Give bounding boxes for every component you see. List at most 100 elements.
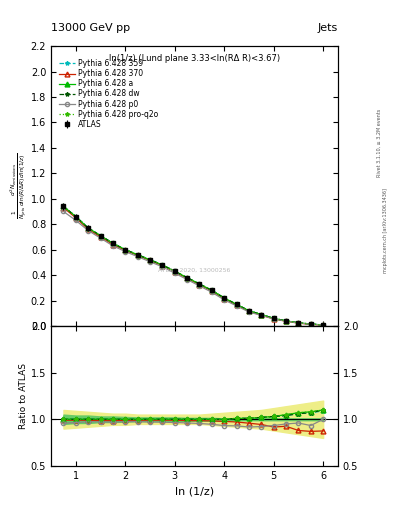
Text: mcplots.cern.ch [arXiv:1306.3436]: mcplots.cern.ch [arXiv:1306.3436] [384, 188, 388, 273]
Pythia 6.428 359 [321, 322, 325, 328]
Line: Pythia 6.428 pro-q2o: Pythia 6.428 pro-q2o [61, 204, 325, 327]
Pythia 6.428 370 [284, 318, 288, 324]
Pythia 6.428 dw [259, 311, 264, 317]
Pythia 6.428 p0 [110, 243, 115, 249]
Pythia 6.428 dw [209, 287, 214, 293]
Pythia 6.428 p0 [73, 217, 78, 223]
Pythia 6.428 359 [98, 232, 103, 239]
Pythia 6.428 370 [148, 258, 152, 264]
Pythia 6.428 359 [271, 315, 276, 322]
Pythia 6.428 p0 [309, 321, 313, 327]
Text: Jets: Jets [318, 23, 338, 33]
Pythia 6.428 a [110, 240, 115, 246]
Pythia 6.428 359 [173, 268, 177, 274]
Pythia 6.428 370 [222, 295, 227, 302]
Pythia 6.428 370 [234, 302, 239, 308]
Pythia 6.428 p0 [160, 264, 165, 270]
Pythia 6.428 370 [309, 321, 313, 327]
Pythia 6.428 dw [321, 322, 325, 328]
Pythia 6.428 p0 [86, 227, 90, 233]
Pythia 6.428 370 [61, 205, 66, 211]
Pythia 6.428 p0 [135, 253, 140, 260]
Pythia 6.428 dw [222, 295, 227, 301]
Pythia 6.428 dw [197, 281, 202, 287]
Pythia 6.428 dw [86, 225, 90, 231]
Pythia 6.428 359 [296, 319, 301, 326]
Pythia 6.428 370 [110, 242, 115, 248]
Pythia 6.428 pro-q2o [284, 318, 288, 324]
Pythia 6.428 dw [284, 318, 288, 324]
Pythia 6.428 pro-q2o [234, 301, 239, 307]
Pythia 6.428 370 [271, 316, 276, 322]
X-axis label: ln (1/z): ln (1/z) [175, 486, 214, 496]
Pythia 6.428 dw [296, 319, 301, 326]
Pythia 6.428 dw [309, 321, 313, 327]
Pythia 6.428 pro-q2o [246, 308, 251, 314]
Pythia 6.428 a [321, 322, 325, 328]
Pythia 6.428 pro-q2o [197, 281, 202, 287]
Pythia 6.428 pro-q2o [73, 214, 78, 220]
Pythia 6.428 p0 [246, 309, 251, 315]
Pythia 6.428 dw [135, 252, 140, 258]
Pythia 6.428 359 [148, 257, 152, 263]
Pythia 6.428 359 [61, 203, 66, 209]
Pythia 6.428 a [271, 315, 276, 322]
Pythia 6.428 a [222, 295, 227, 301]
Pythia 6.428 pro-q2o [296, 319, 301, 326]
Pythia 6.428 dw [73, 214, 78, 220]
Pythia 6.428 p0 [197, 283, 202, 289]
Pythia 6.428 370 [160, 263, 165, 269]
Pythia 6.428 p0 [123, 248, 128, 254]
Pythia 6.428 pro-q2o [148, 257, 152, 263]
Pythia 6.428 359 [86, 225, 90, 231]
Pythia 6.428 359 [209, 287, 214, 293]
Pythia 6.428 359 [284, 318, 288, 324]
Pythia 6.428 pro-q2o [321, 322, 325, 328]
Pythia 6.428 a [73, 214, 78, 220]
Pythia 6.428 pro-q2o [259, 311, 264, 317]
Pythia 6.428 359 [110, 240, 115, 246]
Y-axis label: Ratio to ATLAS: Ratio to ATLAS [19, 363, 28, 429]
Pythia 6.428 p0 [98, 235, 103, 241]
Pythia 6.428 359 [197, 281, 202, 287]
Pythia 6.428 pro-q2o [110, 240, 115, 246]
Line: Pythia 6.428 359: Pythia 6.428 359 [61, 204, 325, 327]
Pythia 6.428 370 [246, 308, 251, 314]
Pythia 6.428 pro-q2o [61, 203, 66, 209]
Pythia 6.428 a [135, 252, 140, 258]
Line: Pythia 6.428 370: Pythia 6.428 370 [61, 205, 325, 328]
Pythia 6.428 370 [185, 275, 189, 281]
Pythia 6.428 a [173, 268, 177, 274]
Pythia 6.428 a [160, 262, 165, 268]
Pythia 6.428 359 [309, 321, 313, 327]
Pythia 6.428 a [209, 287, 214, 293]
Pythia 6.428 pro-q2o [135, 252, 140, 258]
Y-axis label: $\frac{1}{N_{jets}}\frac{d^2 N_{emissions}}{d\ln(R/\Delta R)\,d\ln(1/z)}$: $\frac{1}{N_{jets}}\frac{d^2 N_{emission… [9, 153, 29, 219]
Line: Pythia 6.428 a: Pythia 6.428 a [61, 204, 325, 327]
Pythia 6.428 pro-q2o [271, 315, 276, 322]
Pythia 6.428 dw [61, 203, 66, 209]
Pythia 6.428 pro-q2o [86, 225, 90, 231]
Line: Pythia 6.428 p0: Pythia 6.428 p0 [61, 209, 325, 327]
Pythia 6.428 p0 [222, 297, 227, 303]
Pythia 6.428 p0 [185, 276, 189, 283]
Pythia 6.428 dw [271, 315, 276, 322]
Pythia 6.428 pro-q2o [222, 295, 227, 301]
Pythia 6.428 dw [98, 232, 103, 239]
Text: 13000 GeV pp: 13000 GeV pp [51, 23, 130, 33]
Pythia 6.428 pro-q2o [98, 232, 103, 239]
Pythia 6.428 370 [135, 252, 140, 259]
Pythia 6.428 359 [259, 311, 264, 317]
Pythia 6.428 p0 [259, 312, 264, 318]
Pythia 6.428 p0 [61, 208, 66, 215]
Pythia 6.428 a [197, 281, 202, 287]
Pythia 6.428 pro-q2o [185, 274, 189, 281]
Text: ATLAS 2020, 13000256: ATLAS 2020, 13000256 [158, 267, 231, 272]
Pythia 6.428 p0 [173, 270, 177, 276]
Pythia 6.428 359 [123, 247, 128, 253]
Pythia 6.428 a [259, 311, 264, 317]
Pythia 6.428 a [123, 247, 128, 253]
Pythia 6.428 370 [173, 269, 177, 275]
Pythia 6.428 pro-q2o [123, 247, 128, 253]
Pythia 6.428 p0 [148, 259, 152, 265]
